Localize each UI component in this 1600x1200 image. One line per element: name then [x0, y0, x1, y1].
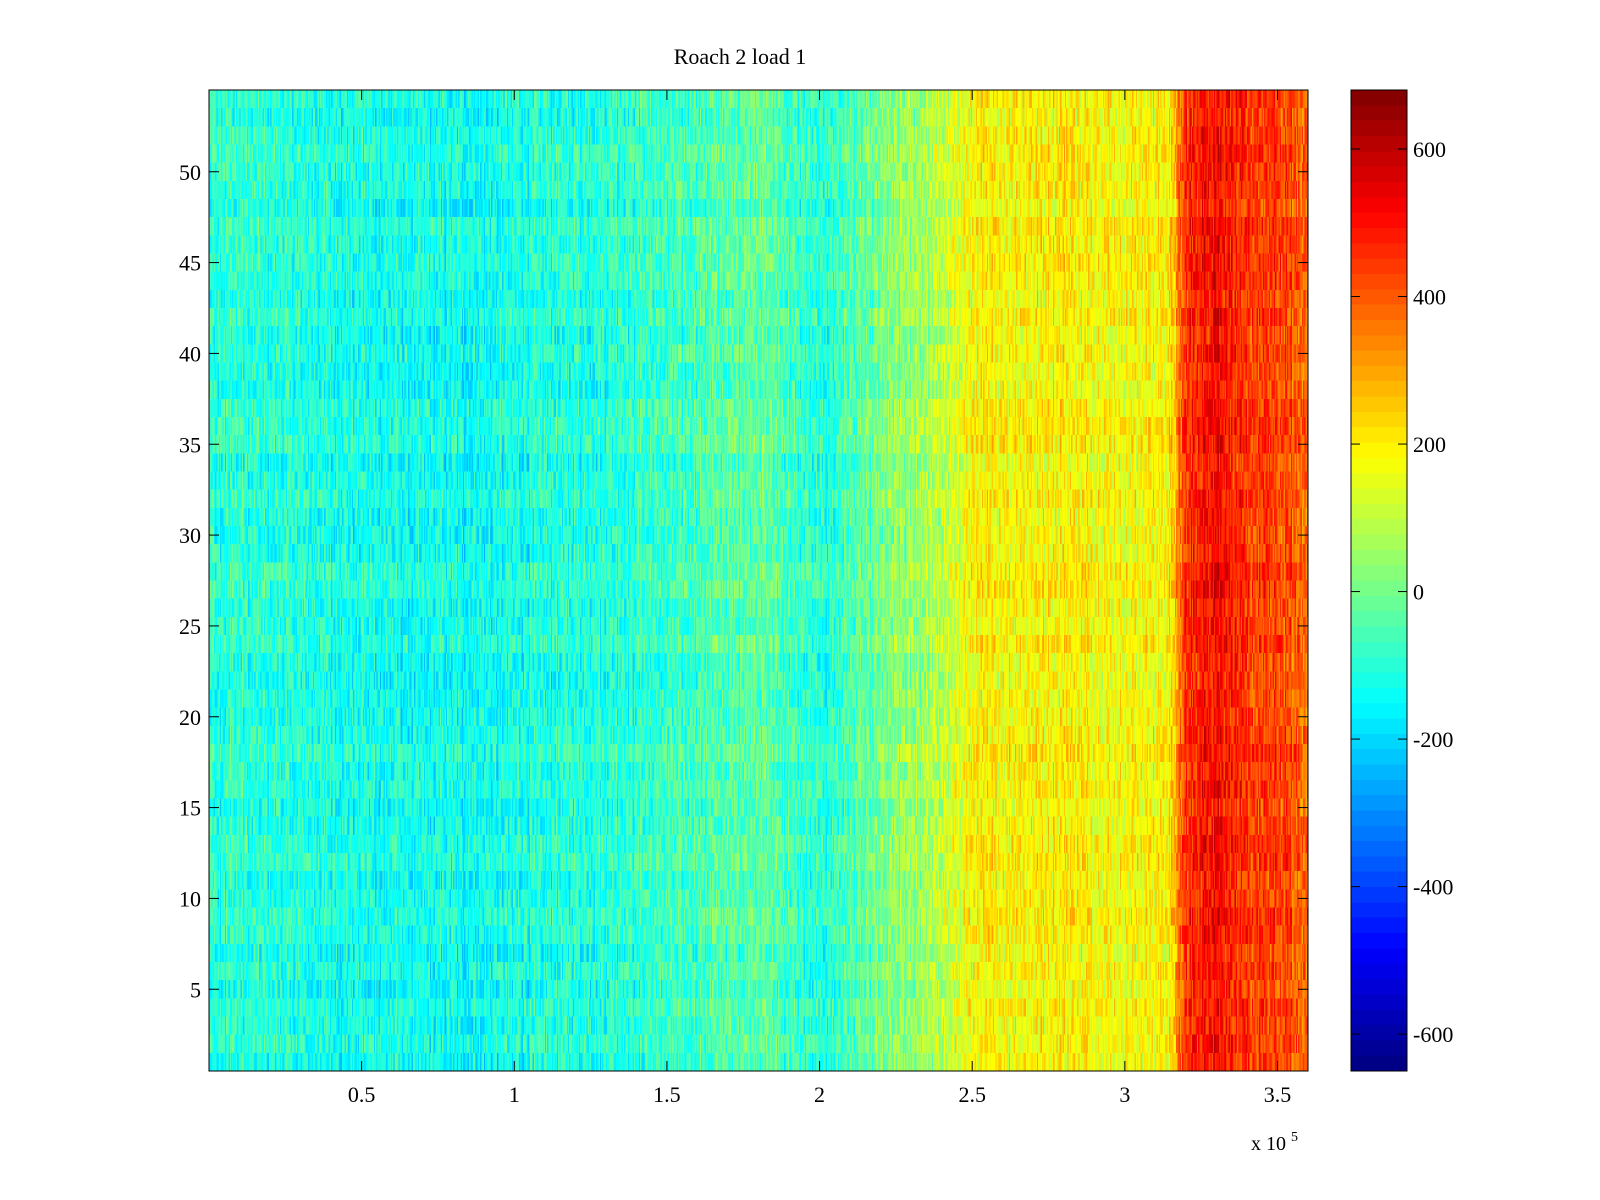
y-tick-label: 20 [179, 705, 201, 730]
colorbar-tick-label: -600 [1413, 1022, 1453, 1047]
x-tick-label: 0.5 [348, 1082, 376, 1107]
colorbar-gradient [1351, 90, 1407, 1071]
x-exponent-power: 5 [1291, 1130, 1298, 1145]
colorbar-tick-label: -200 [1413, 727, 1453, 752]
y-tick-label: 15 [179, 796, 201, 821]
y-tick-label: 35 [179, 432, 201, 457]
plot-frame [208, 89, 1309, 1072]
y-tick-label: 5 [190, 977, 201, 1002]
chart-title: Roach 2 load 1 [674, 44, 807, 69]
y-tick-label: 40 [179, 341, 201, 366]
x-tick-label: 1 [509, 1082, 520, 1107]
y-tick-label: 30 [179, 523, 201, 548]
colorbar-tick-label: 600 [1413, 137, 1446, 162]
x-axis-exponent: x 10 5 [1251, 1130, 1298, 1155]
y-tick-label: 50 [179, 160, 201, 185]
x-exponent-base: x 10 [1251, 1133, 1286, 1155]
colorbar-frame [1350, 89, 1408, 1072]
y-tick-label: 25 [179, 614, 201, 639]
x-tick-label: 1.5 [653, 1082, 681, 1107]
x-tick-label: 3.5 [1264, 1082, 1292, 1107]
colorbar-tick-label: 200 [1413, 432, 1446, 457]
x-axis-ticks: 0.5 1 1.5 2 2.5 3 3.5 [348, 90, 1291, 1107]
x-tick-label: 2.5 [958, 1082, 986, 1107]
y-tick-label: 10 [179, 886, 201, 911]
colorbar-tick-label: -400 [1413, 875, 1453, 900]
y-axis-ticks: 5 10 15 20 25 30 35 40 45 50 [179, 160, 1308, 1002]
x-tick-label: 2 [814, 1082, 825, 1107]
y-tick-label: 45 [179, 251, 201, 276]
colorbar-tick-label: 400 [1413, 285, 1446, 310]
heatmap-plot-area: 0.5 1 1.5 2 2.5 3 3.5 5 10 15 20 25 30 35 40 45 50 [179, 89, 1309, 1107]
heatmap-cells [209, 90, 1308, 1071]
colorbar-ticks: 600 400 200 0 -200 -400 -600 [1351, 137, 1453, 1047]
x-tick-label: 3 [1119, 1082, 1130, 1107]
colorbar-tick-label: 0 [1413, 580, 1424, 605]
colorbar: 600 400 200 0 -200 -400 -600 [1350, 89, 1453, 1072]
